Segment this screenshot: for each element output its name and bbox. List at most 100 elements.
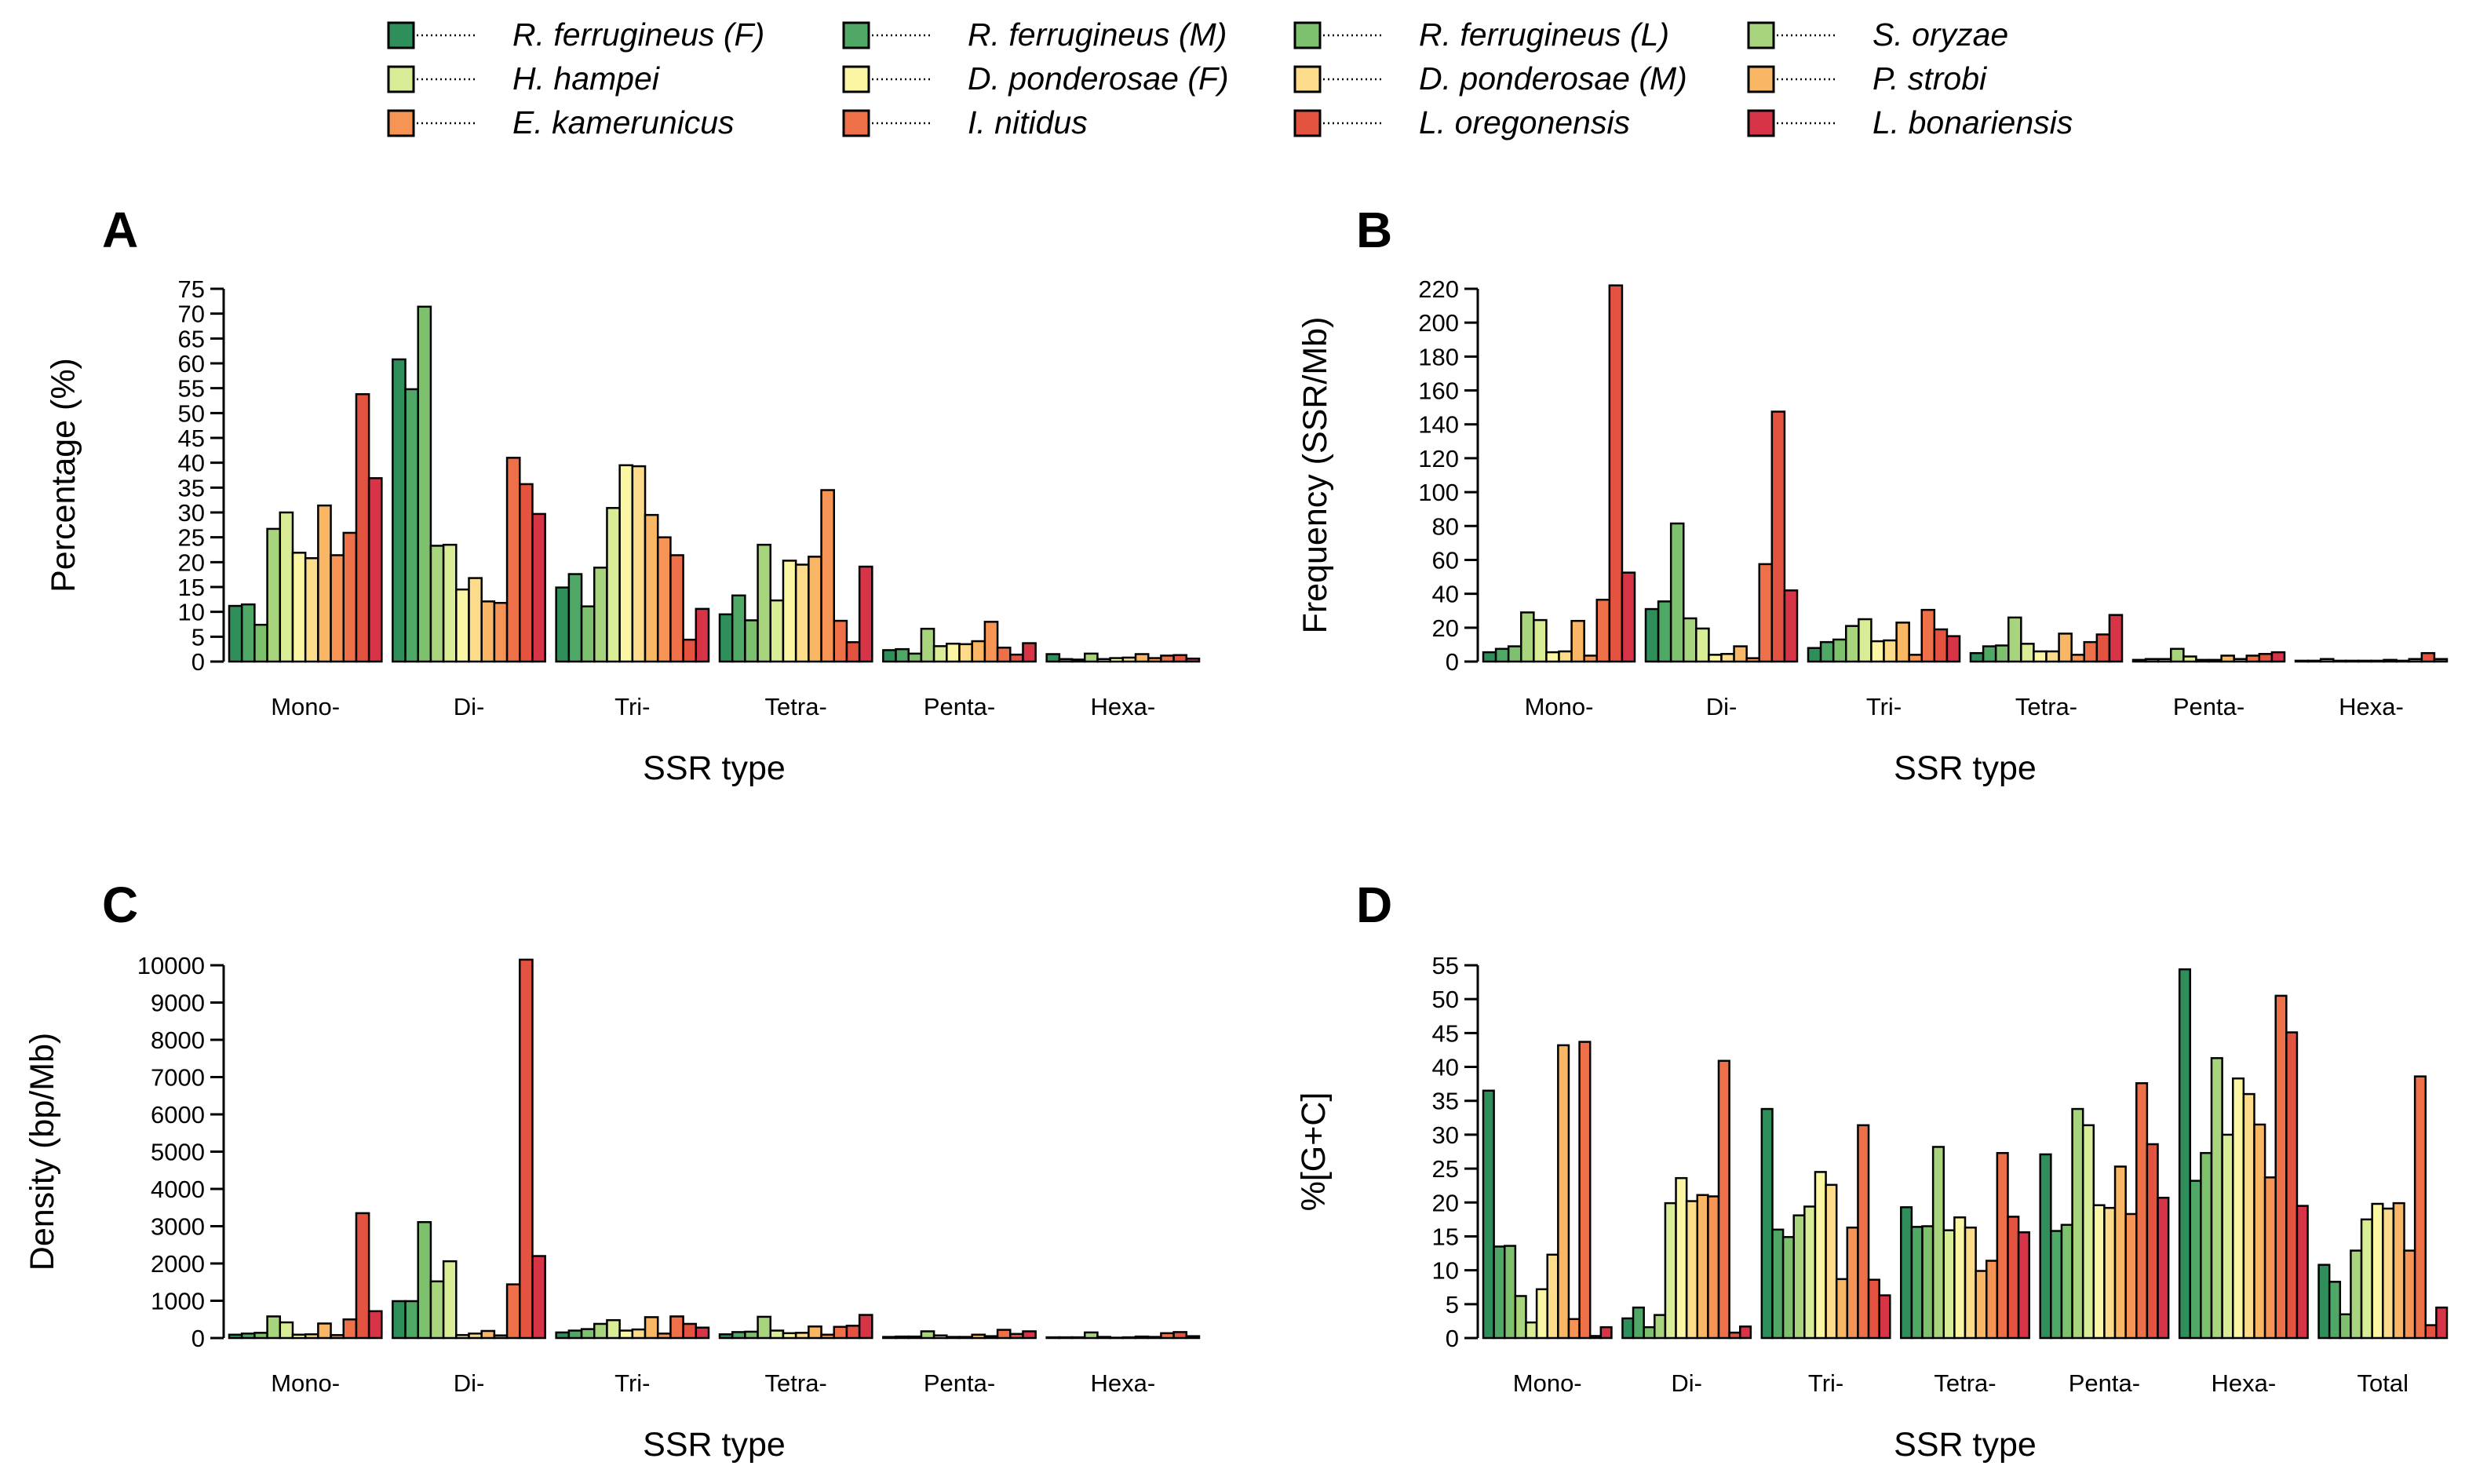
y-tick-label: 80 [1432,512,1459,540]
bar [2253,1123,2266,1340]
bar [1685,1200,1699,1340]
y-tick-label: 75 [178,275,205,303]
bar-group [555,1315,710,1340]
bar [895,647,910,663]
bar-group [392,958,546,1340]
bar-group [1807,608,1961,663]
bar [1482,651,1497,663]
legend-label: L. oregonensis [1419,104,1630,140]
bar [820,1333,835,1340]
y-tick-label: 5 [1446,1291,1459,1318]
bar [820,489,835,663]
bar-group [882,1329,1037,1340]
bar [2382,1207,2395,1340]
panel-letter: A [102,202,138,258]
bar-group [1969,614,2124,663]
bar [519,483,534,663]
bar [2178,968,2192,1340]
bar [858,1314,873,1340]
bar [392,358,407,663]
bar [1084,652,1099,663]
x-category-label: Tri- [1866,693,1902,720]
bar [1045,653,1061,663]
legend: R. ferrugineus (F) R. ferrugineus (M) R. f… [387,16,2073,140]
bar [2092,1204,2106,1340]
bar [355,393,370,663]
x-category-label: Hexa- [1090,693,1155,720]
bar [455,588,470,663]
bar [429,1280,445,1340]
y-tick-label: 40 [1432,581,1459,608]
bar [493,602,509,663]
legend-swatch [1747,21,1775,49]
bar [1535,1288,1548,1340]
bar [2408,658,2423,663]
bar [1669,522,1685,663]
bar-group [882,621,1037,663]
legend-label: I. nitidus [968,104,1088,140]
bar [2357,659,2372,663]
bar [1770,410,1786,663]
bar [480,600,496,663]
bar-group [2131,647,2286,663]
bar [505,457,521,663]
bar [1908,654,1924,663]
bar [1009,1333,1024,1340]
bar [858,565,873,663]
bar [2420,651,2436,663]
legend-label: P. strobi [1872,60,1988,97]
bar [782,560,797,663]
y-tick-label: 0 [191,648,205,676]
legend-label: L. bonariensis [1872,104,2073,140]
bar [1070,1336,1086,1340]
bar [2020,643,2035,663]
bar [342,1318,358,1340]
bar [2263,1176,2277,1340]
bar [1857,1124,1870,1340]
y-tick-label: 160 [1418,377,1459,405]
bar [1910,1226,1924,1340]
bar [695,1326,710,1340]
y-axis-title: Frequency (SSR/Mb) [1296,317,1334,634]
x-category-label: Mono- [1525,693,1594,720]
y-tick-label: 50 [1432,986,1459,1013]
y-tick-label: 3000 [151,1213,205,1241]
bar [580,605,596,663]
legend-swatch [1747,65,1775,93]
bar [1567,1318,1581,1340]
y-tick-label: 9000 [151,990,205,1017]
legend-swatch [1293,109,1322,137]
bar [519,958,534,1340]
legend-label: H. hampei [512,60,661,97]
bar [2350,1249,2363,1340]
bar [253,623,268,663]
bar [1781,1236,1795,1340]
bar [2295,1205,2309,1340]
bar [1845,625,1860,663]
bar [531,512,546,663]
bar [808,1325,822,1340]
bar [1644,607,1660,663]
bar [2050,1230,2063,1340]
x-category-label: Di- [454,693,485,720]
x-category-label: Tri- [614,1369,650,1397]
bar [1514,1295,1527,1340]
y-tick-label: 20 [1432,1189,1459,1216]
y-tick-label: 200 [1418,309,1459,337]
bar [731,1331,746,1340]
bar-group [228,393,383,663]
bar [1733,645,1748,663]
y-tick-label: 65 [178,325,205,352]
panel-letter: D [1356,877,1392,933]
bar [2221,1133,2234,1340]
bar [1825,1183,1838,1340]
bar [1588,1335,1603,1340]
bar [1814,1171,1827,1340]
bar [1134,653,1150,663]
bar [1807,647,1822,663]
legend-swatch [842,65,870,93]
bar [228,604,243,663]
y-tick-label: 20 [178,549,205,576]
bar [2146,1143,2159,1340]
x-category-label: Penta- [2069,1369,2140,1397]
